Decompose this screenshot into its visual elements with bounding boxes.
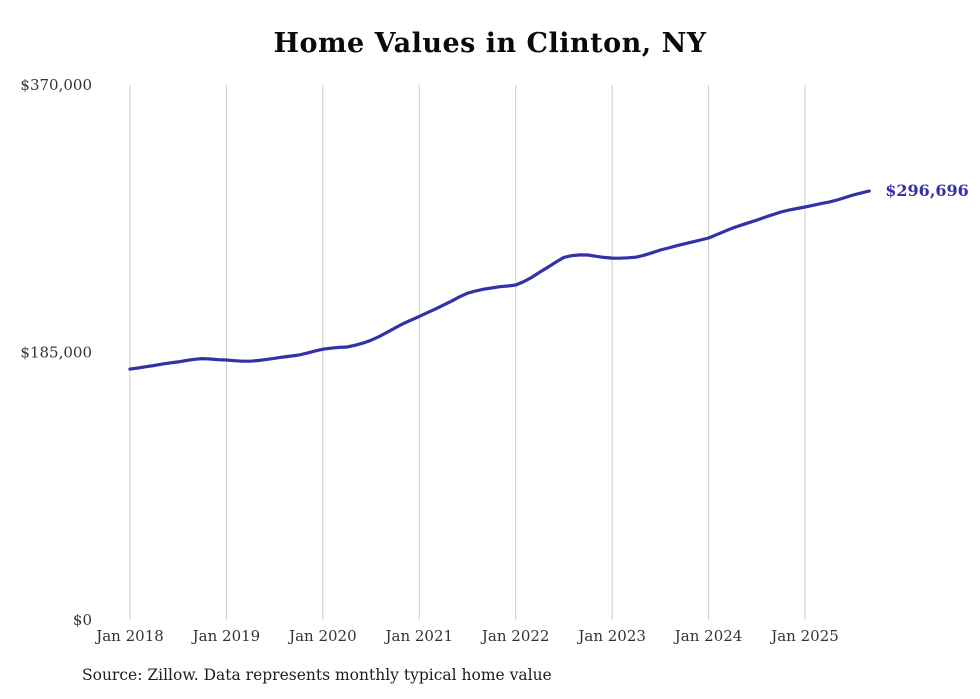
y-axis-tick-label: $370,000 (20, 76, 92, 94)
x-axis-tick-label: Jan 2020 (287, 627, 357, 645)
x-axis-tick-label: Jan 2024 (673, 627, 743, 645)
x-axis-tick-label: Jan 2018 (94, 627, 164, 645)
x-axis-tick-label: Jan 2023 (576, 627, 646, 645)
chart-title: Home Values in Clinton, NY (273, 28, 707, 59)
y-axis-tick-label: $0 (73, 611, 92, 629)
y-axis-tick-label: $185,000 (20, 344, 92, 362)
end-value-label: $296,696 (885, 181, 969, 200)
x-axis-tick-label: Jan 2022 (480, 627, 550, 645)
x-axis-tick-label: Jan 2019 (191, 627, 261, 645)
value-line (128, 189, 871, 371)
x-axis-tick-label: Jan 2025 (769, 627, 839, 645)
source-note: Source: Zillow. Data represents monthly … (82, 666, 552, 684)
x-axis-tick-label: Jan 2021 (384, 627, 454, 645)
